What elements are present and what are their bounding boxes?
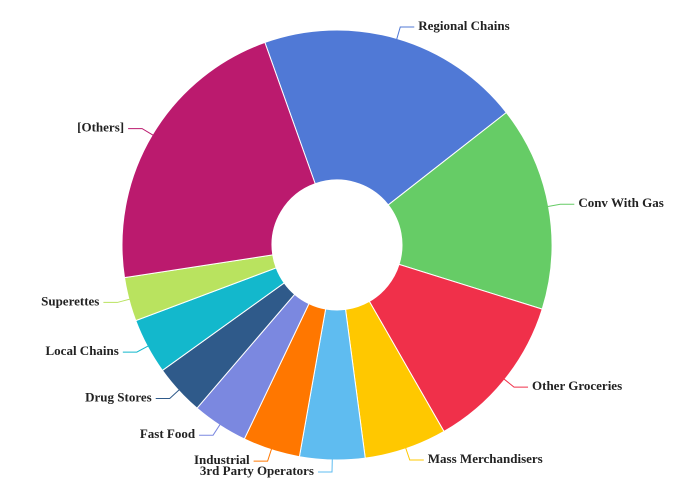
slice-label: 3rd Party Operators [200,463,314,478]
slice-label: Local Chains [46,343,119,358]
leader-line [253,447,273,462]
slice-label: [Others] [77,120,124,135]
leader-line [404,446,424,461]
slice-label: Conv With Gas [578,195,664,210]
leader-line [122,345,150,353]
leader-line [199,423,222,436]
slice-label: Mass Merchandisers [428,451,543,466]
leader-line [155,388,181,399]
donut-slice [368,263,543,433]
leader-line [103,298,132,303]
leader-line [318,457,333,473]
leader-line [546,203,575,208]
donut-slice [264,29,508,206]
slice-label: Superettes [41,293,99,308]
slice-label: Drug Stores [85,389,152,404]
leader-line [502,377,529,388]
donut-slice [121,41,316,279]
leader-line [395,26,415,41]
slice-label: Fast Food [140,426,196,441]
leader-line [128,128,155,137]
slice-label: Regional Chains [418,18,509,33]
donut-slice [387,111,553,310]
slice-label: Other Groceries [532,378,622,393]
slice-label: Industrial [194,452,250,467]
